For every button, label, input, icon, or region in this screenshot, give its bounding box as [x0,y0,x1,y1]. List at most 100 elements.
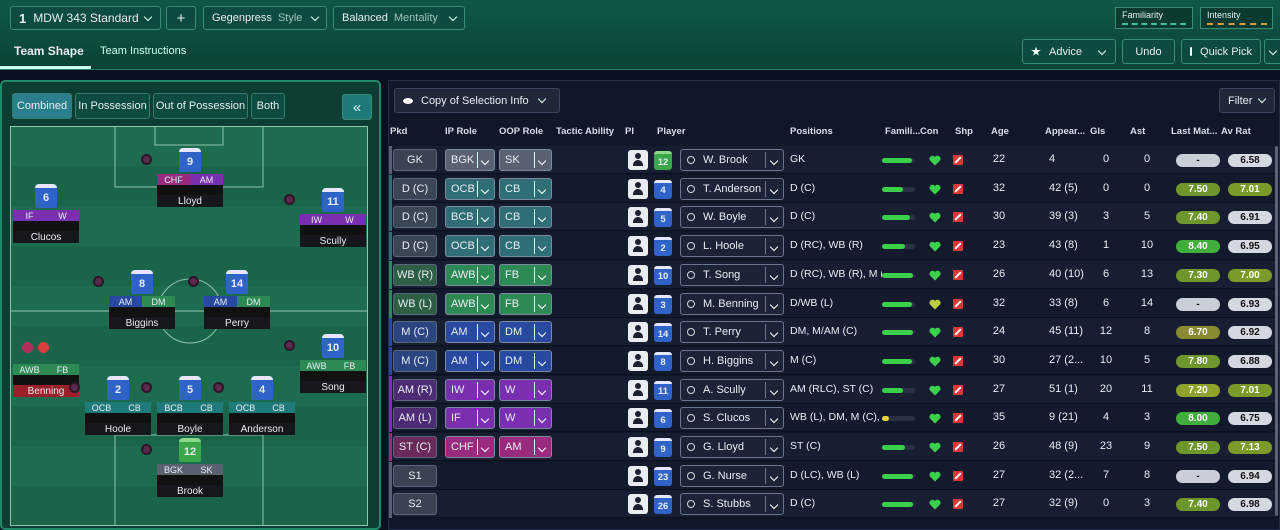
role-select[interactable]: FB [499,292,552,315]
column-header[interactable]: IP Role [445,126,478,137]
filter-button[interactable]: Filter [1219,88,1275,113]
column-header[interactable]: Last Mat... [1171,126,1218,137]
mode-button[interactable]: In Possession [75,93,150,119]
role-select[interactable]: AWB [445,263,495,286]
mentality-select[interactable]: Balanced Mentality [333,6,465,30]
undo-button[interactable]: Undo [1122,39,1175,64]
column-header[interactable]: OOP Role [499,126,544,137]
pi-button[interactable] [628,236,648,257]
pkd-cell[interactable]: M (C) [393,349,437,372]
pi-button[interactable] [628,150,648,170]
role-select[interactable]: CB [499,235,552,258]
selection-dropdown[interactable]: Copy of Selection Info [394,88,560,113]
tab[interactable]: Team Instructions [100,45,187,57]
role-select[interactable]: AM [499,436,552,458]
role-select[interactable]: DM [499,349,552,372]
role-select[interactable]: DM [499,321,552,344]
person-body [633,217,643,224]
pi-button[interactable] [628,350,648,371]
column-header[interactable]: Famili... [885,126,921,137]
column-header[interactable]: Gls [1090,126,1106,137]
column-header[interactable]: PI [625,126,634,137]
column-header[interactable]: Player [657,126,686,137]
familiarity-box[interactable]: Familiarity [1115,7,1193,29]
pi-button[interactable] [628,437,648,457]
appearances: 45 (11) [1049,325,1084,338]
pkd-cell[interactable]: D (C) [393,206,437,229]
role-select[interactable]: W [499,378,552,401]
role-select[interactable]: CHF [445,436,495,458]
quick-pick-button[interactable]: Quick Pick [1181,39,1261,64]
column-header[interactable]: Shp [955,126,973,137]
pkd-cell[interactable]: WB (L) [393,292,437,315]
mode-button[interactable]: Both [251,93,285,119]
pi-button[interactable] [628,379,648,400]
role-select[interactable]: AM [445,349,495,372]
column-header[interactable]: Age [991,126,1009,137]
role-select[interactable]: FB [499,263,552,286]
column-header[interactable]: Appear... [1045,126,1086,137]
column-header[interactable]: Tactic Ability [556,126,615,137]
advice-button[interactable]: Advice [1022,39,1116,64]
intensity-box[interactable]: Intensity [1200,7,1273,29]
column-header[interactable]: Con [920,126,939,137]
collapse-button[interactable]: « [342,94,372,120]
role-select[interactable]: CB [499,177,552,200]
player-select[interactable]: T. Anderson [680,177,784,200]
pkd-cell[interactable]: S1 [393,464,437,487]
role-select[interactable]: AM [445,321,495,344]
pi-button[interactable] [628,293,648,314]
pkd-cell[interactable]: AM (L) [393,407,437,430]
column-header[interactable]: Ast [1130,126,1146,137]
player-select[interactable]: H. Biggins [680,349,784,372]
pi-button[interactable] [628,264,648,285]
tab-active[interactable]: Team Shape [14,44,84,58]
column-header[interactable]: Av Rat [1221,126,1251,137]
tactic-select[interactable]: 1 MDW 343 Standard [10,6,161,30]
table-row[interactable] [389,490,1275,519]
mode-button[interactable]: Combined [12,93,72,119]
column-header[interactable]: Pkd [390,126,408,137]
player-select[interactable]: S. Clucos [680,407,784,430]
role-select[interactable]: BGK [445,149,495,171]
player-select[interactable]: T. Perry [680,321,784,344]
pi-button[interactable] [628,465,648,486]
column-header[interactable]: Positions [790,126,833,137]
player-select[interactable]: M. Benning [680,292,784,315]
pi-button[interactable] [628,178,648,199]
pi-button[interactable] [628,494,648,515]
pkd-cell[interactable]: ST (C) [393,436,437,458]
role-select[interactable]: IF [445,407,495,430]
player-select[interactable]: G. Nurse [680,464,784,487]
player-select[interactable]: T. Song [680,263,784,286]
player-select[interactable]: L. Hoole [680,235,784,258]
mode-button[interactable]: Out of Possession [153,93,248,119]
pkd-cell[interactable]: GK [393,149,437,171]
player-select[interactable]: A. Scully [680,378,784,401]
more-button[interactable] [1264,39,1280,64]
pkd-cell[interactable]: S2 [393,493,437,516]
player-select[interactable]: S. Stubbs [680,493,784,516]
pi-button[interactable] [628,322,648,343]
role-select[interactable]: OCB [445,235,495,258]
add-tactic[interactable]: + [166,6,196,30]
pkd-cell[interactable]: D (C) [393,235,437,258]
pkd-cell[interactable]: M (C) [393,321,437,344]
role-select[interactable]: BCB [445,206,495,229]
pkd-cell[interactable]: WB (R) [393,263,437,286]
player-select[interactable]: W. Brook [680,149,784,171]
role-select[interactable]: SK [499,149,552,171]
role-select[interactable]: IW [445,378,495,401]
role-select[interactable]: W [499,407,552,430]
pi-button[interactable] [628,207,648,228]
role-select[interactable]: AWB [445,292,495,315]
player-select[interactable]: G. Lloyd [680,436,784,458]
pkd-cell[interactable]: AM (R) [393,378,437,401]
role-select[interactable]: CB [499,206,552,229]
pi-button[interactable] [628,408,648,429]
style-select[interactable]: Gegenpress Style [203,6,327,30]
player-select[interactable]: W. Boyle [680,206,784,229]
table-row[interactable] [389,461,1275,490]
pkd-cell[interactable]: D (C) [393,177,437,200]
role-select[interactable]: OCB [445,177,495,200]
